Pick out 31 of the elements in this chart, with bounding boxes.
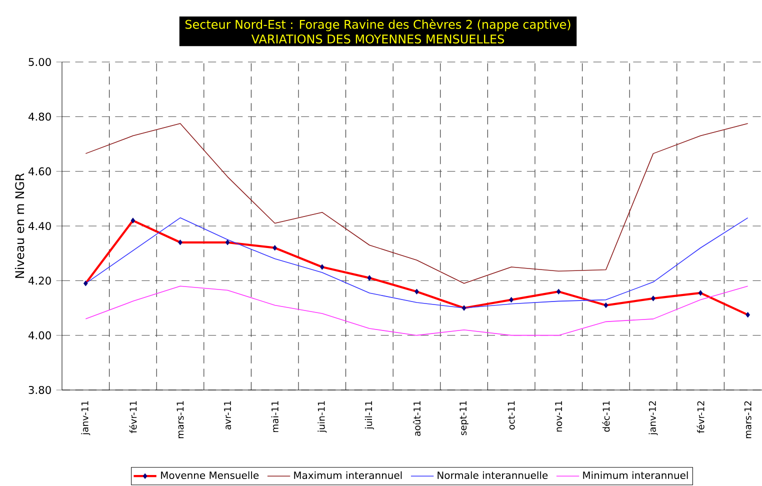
x-tick-label: janv-12 — [648, 401, 658, 436]
y-tick-label: 4.40 — [28, 222, 51, 230]
x-tick-label: déc-11 — [602, 401, 610, 432]
x-tick-label: mai-11 — [271, 401, 278, 432]
x-tick-label: mars-12 — [744, 401, 752, 438]
x-tick-label: févr-12 — [696, 401, 704, 434]
legend-label: Movenne Mensuelle — [161, 471, 259, 480]
x-tick-label: janv-11 — [81, 401, 90, 436]
x-tick-label: nov-11 — [555, 401, 562, 432]
y-axis-title: Niveau en m NGR — [14, 173, 24, 278]
y-tick-label: 4.20 — [28, 276, 51, 285]
chart-title: Secteur Nord-Est : Forage Ravine des Chèvres 2 (nappe captive) — [185, 19, 570, 32]
y-tick-label: 4.00 — [28, 331, 51, 340]
x-tick-label: juil-11 — [364, 401, 374, 430]
legend-label: Minimum interannuel — [583, 471, 688, 480]
x-tick-label: août-11 — [412, 401, 421, 436]
legend-label: Maximum interannuel — [294, 471, 402, 480]
line-series — [85, 286, 748, 336]
y-tick-label: 4.80 — [28, 112, 51, 121]
chart-subtitle: VARIATIONS DES MOYENNES MENSUELLES — [251, 34, 504, 44]
legend-label: Normale interannuelle — [438, 471, 548, 480]
x-tick-label: sept-11 — [460, 401, 468, 436]
x-tick-label: mars-11 — [176, 401, 184, 438]
line-series — [85, 123, 748, 284]
x-tick-label: oct-11 — [508, 401, 515, 430]
y-tick-label: 3.80 — [28, 386, 51, 394]
x-tick-label: févr-11 — [129, 401, 137, 434]
x-tick-label: avr-11 — [224, 401, 231, 430]
y-tick-label: 5.00 — [28, 58, 51, 66]
x-tick-label: juin-11 — [318, 401, 327, 433]
y-tick-label: 4.60 — [28, 167, 51, 176]
